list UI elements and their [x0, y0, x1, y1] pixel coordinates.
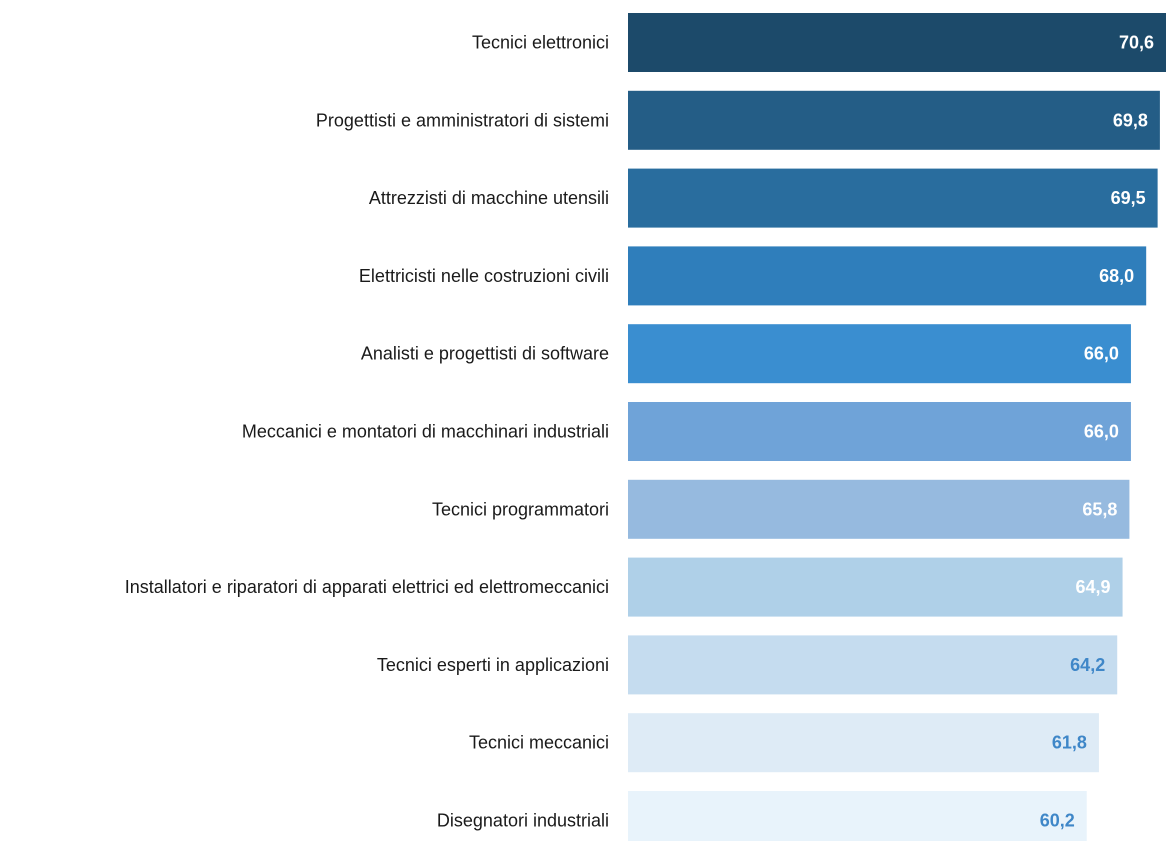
category-label: Meccanici e montatori di macchinari indu…: [242, 422, 609, 442]
value-label: 64,2: [1070, 655, 1105, 675]
bar: [628, 635, 1118, 695]
bars-group: [628, 13, 1166, 841]
value-label: 61,8: [1052, 733, 1087, 753]
category-label: Progettisti e amministratori di sistemi: [316, 110, 609, 130]
bar: [628, 246, 1147, 306]
category-label: Analisti e progettisti di software: [361, 344, 609, 364]
category-label: Tecnici esperti in applicazioni: [377, 655, 609, 675]
bar: [628, 90, 1160, 150]
category-labels-group: Tecnici elettronici Progettisti e amminis…: [125, 33, 609, 831]
value-label: 69,8: [1113, 110, 1148, 130]
value-label: 69,5: [1111, 188, 1146, 208]
bar: [628, 324, 1131, 384]
value-label: 68,0: [1099, 266, 1134, 286]
value-label: 66,0: [1084, 344, 1119, 364]
category-label: Tecnici elettronici: [472, 33, 609, 53]
category-label: Elettricisti nelle costruzioni civili: [359, 266, 609, 286]
bar: [628, 168, 1158, 228]
bar: [628, 13, 1166, 72]
value-labels-group: 70,6 69,8 69,5 68,0 66,0 66,0 65,8 64,9 64,2 61,8…: [1040, 33, 1154, 831]
bar: [628, 479, 1130, 539]
category-label: Installatori e riparatori di apparati el…: [125, 577, 609, 597]
value-label: 70,6: [1119, 33, 1154, 53]
value-label: 60,2: [1040, 811, 1075, 831]
category-label: Disegnatori industriali: [437, 811, 609, 831]
category-label: Tecnici programmatori: [432, 499, 609, 519]
bar: [628, 713, 1099, 773]
bar: [628, 557, 1123, 617]
category-label: Tecnici meccanici: [469, 733, 609, 753]
category-label: Attrezzisti di macchine utensili: [369, 188, 609, 208]
value-label: 65,8: [1082, 499, 1117, 519]
value-label: 64,9: [1076, 577, 1111, 597]
bar: [628, 791, 1087, 841]
value-label: 66,0: [1084, 422, 1119, 442]
bar: [628, 402, 1131, 461]
